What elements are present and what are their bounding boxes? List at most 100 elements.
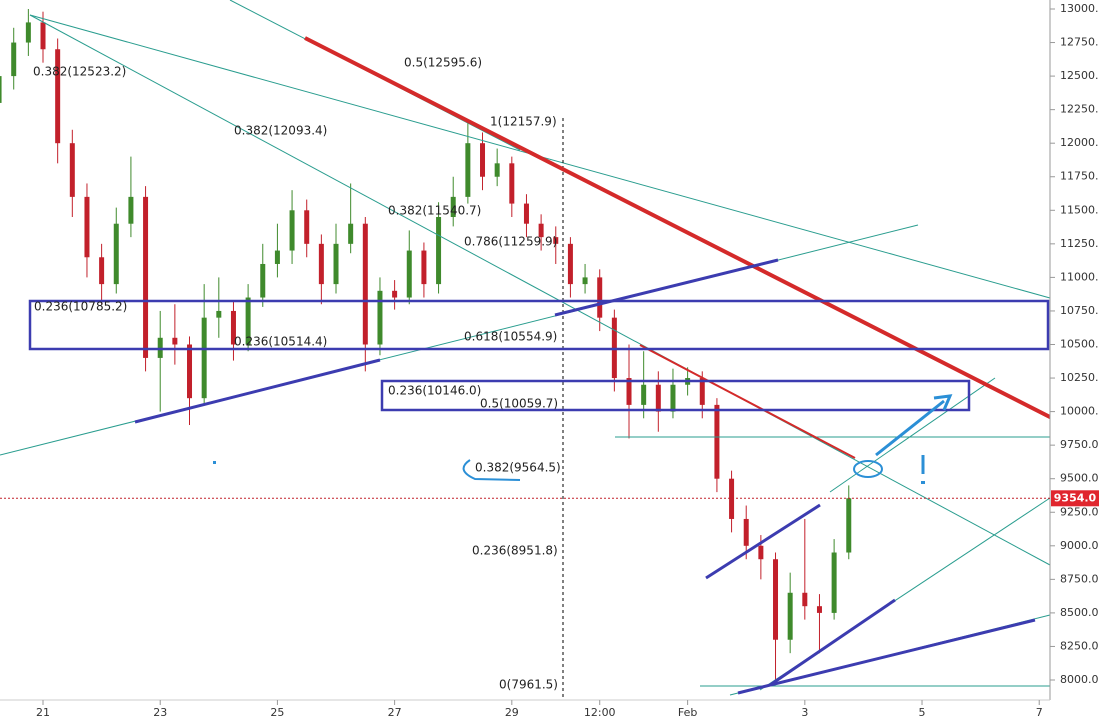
candle-body (406, 250, 412, 298)
candle-body (143, 196, 149, 358)
last-price-label: 9354.0 (1054, 491, 1097, 504)
y-tick-label: 11000.0 (1060, 270, 1099, 283)
candle-body (172, 337, 178, 345)
candle-body (831, 552, 837, 613)
candle-body (465, 143, 471, 197)
y-tick-label: 10750.0 (1060, 304, 1099, 317)
candle-body (318, 243, 324, 285)
fib-label: 0.382(12093.4) (234, 124, 327, 138)
fib-label: 0.236(10514.4) (234, 335, 327, 349)
arrow-head (933, 394, 953, 411)
candle-body (99, 257, 105, 285)
candle-body (40, 22, 46, 50)
candle-body (714, 404, 720, 479)
candle-body (0, 76, 2, 103)
x-tick-label: 21 (36, 706, 50, 719)
dot-mark (213, 461, 216, 464)
fib-label: 0.5(10059.7) (480, 397, 558, 411)
last-price-box (1051, 490, 1099, 507)
fib-label: 0.618(10554.9) (464, 330, 557, 344)
y-tick-label: 8500.0 (1060, 606, 1099, 619)
candle-body (480, 143, 486, 177)
candle-body (802, 592, 808, 607)
y-tick-label: 9250.0 (1060, 505, 1099, 518)
candle-body (773, 559, 779, 640)
x-tick-label: 29 (505, 706, 519, 719)
x-tick-label: 3 (801, 706, 808, 719)
y-tick-label: 12250.0 (1060, 103, 1099, 116)
support-line (554, 258, 779, 317)
zone-box (380, 379, 971, 412)
y-tick-label: 13000.0 (1060, 2, 1099, 15)
fib-label: 0.236(10785.2) (34, 300, 127, 314)
candle-body (846, 498, 852, 553)
fib-label: 0.236(8951.8) (472, 544, 558, 558)
candle-body (816, 606, 822, 613)
y-tick-label: 12500.0 (1060, 69, 1099, 82)
candle-body (69, 143, 75, 197)
candle-body (216, 310, 222, 318)
candles (0, 8, 852, 686)
candle-body (421, 250, 427, 285)
candle-body (494, 163, 500, 177)
circle-mark (853, 460, 883, 478)
y-tick-label: 12750.0 (1060, 36, 1099, 49)
candle-body (509, 163, 515, 204)
candle-body (597, 277, 603, 318)
y-tick-label: 10250.0 (1060, 371, 1099, 384)
drawings (0, 0, 1099, 700)
candle-body (201, 317, 207, 399)
y-tick-label: 11250.0 (1060, 237, 1099, 250)
resistance-line (639, 344, 856, 459)
y-tick-label: 8000.0 (1060, 673, 1099, 686)
candle-body (304, 210, 310, 244)
exclamation-dot (921, 481, 925, 484)
candle-body (729, 478, 735, 519)
y-tick-label: 11750.0 (1060, 170, 1099, 183)
candle-body (55, 49, 61, 144)
candle-body (392, 290, 398, 298)
candle-body (567, 243, 573, 285)
fib-label: 0.236(10146.0) (388, 384, 481, 398)
arrow (875, 399, 945, 457)
y-tick-label: 9000.0 (1060, 539, 1099, 552)
candle-body (787, 592, 793, 640)
support-line (134, 358, 381, 424)
candle-body (245, 297, 251, 345)
fib-label: 0.382(12523.2) (33, 65, 126, 79)
support-line (705, 503, 821, 580)
fib-label: 0(7961.5) (499, 678, 558, 692)
candle-body (436, 217, 442, 285)
candle-body (699, 378, 705, 405)
y-tick-label: 9500.0 (1060, 472, 1099, 485)
candle-body (274, 250, 280, 264)
candle-body (113, 223, 119, 285)
resistance-line (304, 36, 1099, 444)
candle-body (187, 344, 193, 399)
x-tick-label: 25 (270, 706, 284, 719)
fib-labels: 0.382(12523.2) 0.5(12595.6) 0.382(12093.… (33, 56, 561, 692)
x-tick-label: 12:00 (584, 706, 616, 719)
fib-label: 1(12157.9) (490, 115, 557, 129)
candle-body (743, 518, 749, 546)
fib-label: 0.5(12595.6) (404, 56, 482, 70)
candle-body (655, 384, 661, 412)
x-tick-label: 7 (1036, 706, 1043, 719)
candle-body (84, 196, 90, 258)
candle-body (538, 223, 544, 238)
candle-body (670, 384, 676, 412)
candle-body (450, 196, 456, 218)
x-tick-label: 23 (153, 706, 167, 719)
candle-body (641, 384, 647, 405)
fib-label: 0.382(9564.5) (475, 461, 561, 475)
fib-label: 0.786(11259.9) (464, 235, 557, 249)
zone-box (28, 299, 1050, 351)
candle-body (25, 22, 31, 43)
fib-label: 0.382(11540.7) (388, 204, 481, 218)
candle-body (582, 277, 588, 285)
channel-line (829, 377, 996, 493)
candle-body (260, 263, 266, 298)
